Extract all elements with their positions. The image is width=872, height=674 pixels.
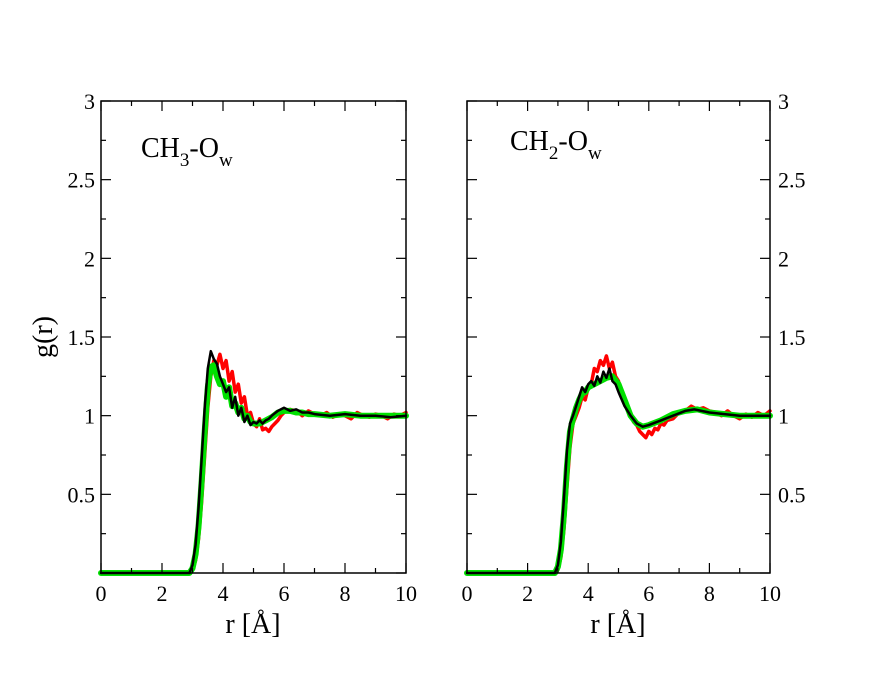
- panel-ch3-ow: 0 2 4 6 8 10 0.5 1 1.5 2 2.5 3 CH3-Ow r [Å] g(r): [28, 89, 417, 640]
- series-layer-right: [464, 354, 773, 576]
- y-tick-label: 3: [778, 89, 789, 114]
- x-tick-label: 4: [583, 581, 594, 606]
- y-tick-label: 3: [84, 89, 95, 114]
- x-tick-label: 8: [340, 581, 351, 606]
- series-line-black: [465, 367, 772, 575]
- panel-label-right: CH2-Ow: [510, 126, 602, 164]
- y-tick-label: 1: [778, 404, 789, 429]
- y-tick-label: 2.5: [68, 168, 96, 193]
- x-tick-label: 2: [522, 581, 533, 606]
- x-axis-title-right: r [Å]: [590, 609, 645, 640]
- x-tick-label: 4: [218, 581, 229, 606]
- y-axis-title: g(r): [28, 316, 59, 358]
- x-tick-label: 8: [704, 581, 715, 606]
- plot-frame-left: [100, 100, 407, 574]
- x-tick-label: 0: [462, 581, 473, 606]
- y-tick-label: 2: [778, 246, 789, 271]
- y-tick-label: 1.5: [778, 325, 806, 350]
- x-tick-label: 10: [759, 581, 781, 606]
- x-axis-title-left: r [Å]: [225, 609, 280, 640]
- series-layer-left: [98, 349, 409, 576]
- ticks-layer-right: [466, 100, 771, 574]
- series-line-black: [99, 349, 408, 575]
- y-tick-label: 1.5: [68, 325, 96, 350]
- x-tick-label: 2: [157, 581, 168, 606]
- x-tick-label: 6: [643, 581, 654, 606]
- series-line-green: [98, 362, 409, 576]
- y-tick-label: 2.5: [778, 168, 806, 193]
- y-tick-label: 0.5: [68, 482, 96, 507]
- y-tick-label: 1: [84, 404, 95, 429]
- plot-frame-right: [466, 100, 771, 574]
- x-tick-label: 6: [279, 581, 290, 606]
- ticks-layer-left: [100, 100, 407, 574]
- y-tick-label: 0.5: [778, 482, 806, 507]
- tick-labels-right: 0 2 4 6 8 10 0.5 1 1.5 2 2.5 3: [462, 89, 806, 606]
- x-tick-label: 0: [96, 581, 107, 606]
- panel-label-left: CH3-Ow: [141, 133, 233, 171]
- tick-labels-left: 0 2 4 6 8 10 0.5 1 1.5 2 2.5 3: [68, 89, 418, 606]
- x-tick-label: 10: [395, 581, 417, 606]
- y-tick-label: 2: [84, 246, 95, 271]
- series-line-red: [99, 352, 408, 575]
- series-line-green: [464, 373, 773, 576]
- panel-ch2-ow: 0 2 4 6 8 10 0.5 1 1.5 2 2.5 3 CH2-Ow r [Å]: [462, 89, 806, 640]
